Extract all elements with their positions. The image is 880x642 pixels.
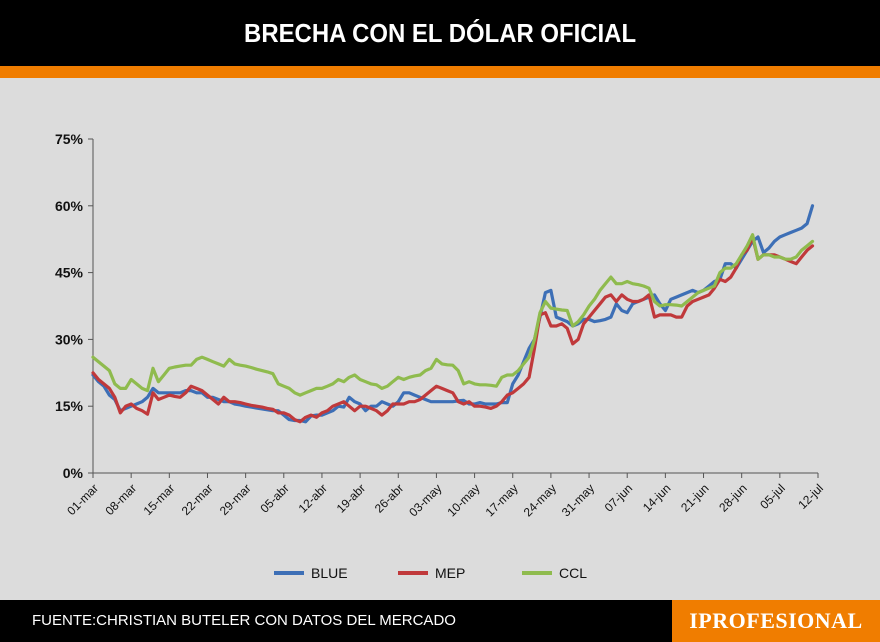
x-tick-label: 19-abr bbox=[334, 481, 368, 515]
y-tick-label: 30% bbox=[55, 331, 84, 347]
series-lines bbox=[91, 204, 815, 424]
y-tick-label: 60% bbox=[55, 198, 84, 214]
legend: BLUE MEP CCL bbox=[274, 565, 587, 581]
legend-label-ccl: CCL bbox=[559, 565, 587, 581]
line-chart: 01-mar 08-mar 15-mar 22-mar 29-mar 05-abr 12-a… bbox=[55, 131, 826, 581]
x-tick-label: 05-jul bbox=[757, 481, 788, 512]
x-tick-label: 29-mar bbox=[217, 481, 254, 518]
accent-strip bbox=[0, 66, 880, 78]
y-tick-label: 15% bbox=[55, 398, 84, 414]
x-tick-label: 10-may bbox=[444, 481, 482, 519]
chart-title: BRECHA CON EL DÓLAR OFICIAL bbox=[243, 17, 637, 48]
y-tick-label: 0% bbox=[63, 465, 84, 481]
brand-text: IPROFESIONAL bbox=[689, 608, 863, 633]
x-tick-label: 28-jun bbox=[716, 481, 749, 514]
x-tick-label: 24-may bbox=[521, 481, 559, 519]
x-tick-label: 12-jul bbox=[795, 481, 826, 512]
x-tick-label: 17-may bbox=[483, 481, 521, 519]
y-tick-label: 75% bbox=[55, 131, 84, 147]
x-tick-label: 07-jun bbox=[602, 481, 635, 514]
x-tick-label: 01-mar bbox=[64, 481, 101, 518]
x-tick-label: 26-abr bbox=[372, 481, 406, 515]
x-tick-label: 03-may bbox=[406, 481, 444, 519]
series-line-blue bbox=[91, 204, 815, 424]
footer-bar: FUENTE:CHRISTIAN BUTELER CON DATOS DEL M… bbox=[0, 600, 880, 642]
chart-area: 01-mar 08-mar 15-mar 22-mar 29-mar 05-abr 12-a… bbox=[0, 78, 880, 600]
legend-label-mep: MEP bbox=[435, 565, 465, 581]
brand-logo: IPROFESIONAL bbox=[672, 600, 880, 642]
x-tick-label: 15-mar bbox=[141, 481, 178, 518]
x-tick-label: 14-jun bbox=[640, 481, 673, 514]
series-line-ccl bbox=[91, 233, 815, 397]
x-tick-label: 12-abr bbox=[296, 481, 330, 515]
source-note: FUENTE:CHRISTIAN BUTELER CON DATOS DEL M… bbox=[32, 612, 456, 629]
series-line-mep bbox=[91, 235, 815, 424]
header-bar: BRECHA CON EL DÓLAR OFICIAL bbox=[0, 0, 880, 66]
x-tick-label: 21-jun bbox=[678, 481, 711, 514]
x-tick-label: 31-may bbox=[559, 481, 597, 519]
y-tick-label: 45% bbox=[55, 265, 84, 281]
x-tick-label: 05-abr bbox=[257, 481, 291, 515]
y-tick-labels: 0% 15% 30% 45% 60% 75% bbox=[55, 131, 84, 481]
x-tick-labels: 01-mar 08-mar 15-mar 22-mar 29-mar 05-abr 12-a… bbox=[64, 481, 826, 519]
axes bbox=[88, 138, 819, 478]
legend-label-blue: BLUE bbox=[311, 565, 348, 581]
x-tick-label: 22-mar bbox=[179, 481, 216, 518]
x-tick-label: 08-mar bbox=[102, 481, 139, 518]
